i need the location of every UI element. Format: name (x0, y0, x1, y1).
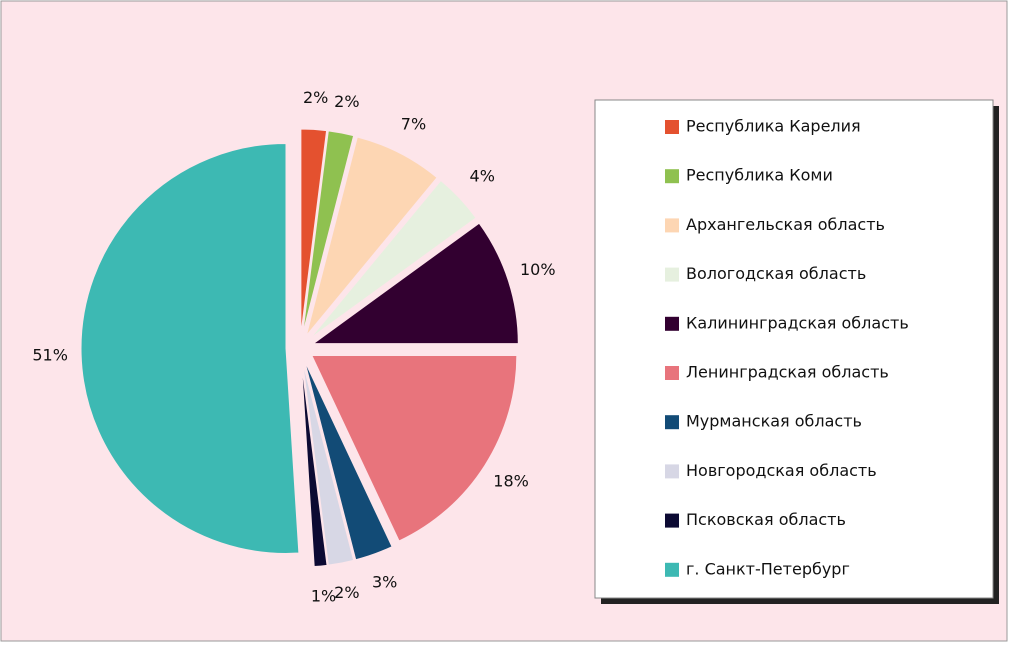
data-label: 18% (493, 471, 529, 490)
legend-swatch (665, 415, 679, 430)
data-label: 4% (470, 166, 495, 185)
pie-slice (300, 361, 328, 568)
legend-label: Архангельская область (686, 215, 885, 234)
pie-slice (80, 142, 300, 554)
legend-label: Вологодская область (686, 264, 866, 283)
data-label: 1% (311, 586, 336, 605)
legend-swatch (665, 513, 679, 528)
pie-slice (304, 360, 393, 561)
legend-label: Новгородская область (686, 461, 877, 480)
pie-slice (302, 361, 355, 566)
legend-swatch (665, 316, 679, 331)
pie-slice (311, 222, 519, 345)
pie-slice (302, 130, 355, 335)
data-label: 51% (32, 345, 68, 364)
data-label: 3% (372, 573, 397, 592)
legend-label: Ленинградская область (686, 363, 889, 382)
legend-box (594, 99, 994, 599)
legend-label: г. Санкт-Петербург (686, 559, 850, 578)
data-label: 2% (334, 92, 359, 111)
legend-swatch (665, 562, 679, 577)
legend-swatch (665, 169, 679, 184)
legend-swatch (665, 366, 679, 380)
data-label: 7% (401, 115, 426, 134)
data-label: 10% (520, 260, 556, 279)
legend-label: Псковская область (686, 510, 846, 529)
legend-swatch (665, 267, 679, 282)
legend-label: Республика Коми (686, 166, 833, 185)
legend-swatch (665, 218, 679, 233)
data-label: 2% (303, 88, 328, 107)
legend-swatch (665, 120, 679, 134)
legend-label: Калининградская область (686, 313, 909, 332)
data-label: 2% (334, 583, 359, 602)
pie-slice (300, 128, 328, 335)
pie-slice (311, 355, 518, 542)
legend-label: Мурманская область (686, 412, 862, 431)
legend-swatch (665, 464, 679, 479)
legend-label: Республика Карелия (686, 117, 861, 136)
pie-slice (309, 179, 477, 339)
pie-slice (305, 136, 438, 336)
